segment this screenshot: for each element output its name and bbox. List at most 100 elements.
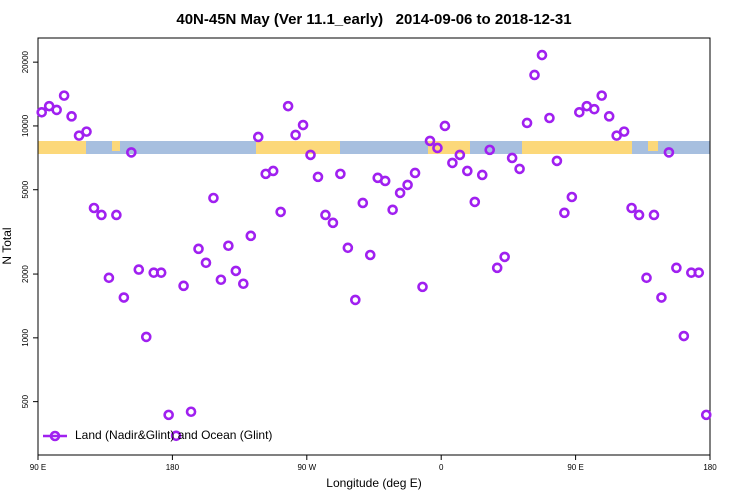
point bbox=[678, 330, 690, 342]
point bbox=[335, 168, 346, 180]
point bbox=[447, 157, 458, 169]
point bbox=[641, 272, 652, 284]
point bbox=[618, 126, 630, 137]
point bbox=[648, 209, 660, 221]
point bbox=[208, 192, 219, 204]
point bbox=[282, 100, 294, 112]
point bbox=[193, 243, 204, 255]
point bbox=[350, 294, 361, 306]
point bbox=[111, 209, 122, 221]
point bbox=[103, 272, 115, 284]
point bbox=[230, 265, 242, 277]
point bbox=[529, 69, 540, 81]
point bbox=[200, 257, 212, 269]
point bbox=[439, 120, 451, 132]
x-tick-label: 90 E bbox=[30, 463, 46, 472]
point bbox=[275, 206, 286, 218]
y-tick-label: 10000 bbox=[21, 114, 30, 137]
x-axis-label: Longitude (deg E) bbox=[326, 476, 421, 490]
point bbox=[476, 169, 488, 181]
point bbox=[626, 202, 637, 214]
point bbox=[499, 251, 510, 263]
x-tick-label: 90 E bbox=[567, 463, 583, 472]
point bbox=[417, 281, 428, 293]
chart-title: 40N-45N May (Ver 11.1_early) 2014-09-06 … bbox=[176, 11, 571, 28]
point bbox=[364, 249, 376, 261]
surface-band bbox=[38, 141, 710, 154]
point bbox=[297, 119, 309, 131]
point bbox=[155, 267, 167, 278]
legend-marker bbox=[49, 430, 61, 442]
point bbox=[51, 104, 62, 116]
x-tick-label: 0 bbox=[439, 463, 444, 472]
point bbox=[88, 202, 100, 214]
point bbox=[536, 49, 548, 61]
point bbox=[133, 264, 145, 275]
point bbox=[81, 126, 92, 137]
x-tick-label: 180 bbox=[166, 463, 180, 472]
point bbox=[402, 179, 413, 191]
point bbox=[252, 131, 264, 143]
plot-frame bbox=[37, 37, 711, 456]
point bbox=[342, 242, 354, 254]
point bbox=[290, 129, 301, 141]
point bbox=[633, 209, 645, 221]
point bbox=[58, 90, 70, 101]
point bbox=[185, 406, 197, 418]
point bbox=[574, 106, 585, 118]
point bbox=[178, 280, 189, 292]
point bbox=[223, 240, 234, 252]
point bbox=[66, 111, 77, 122]
point bbox=[469, 196, 481, 208]
point bbox=[603, 111, 615, 122]
point bbox=[140, 331, 152, 343]
point bbox=[671, 262, 682, 274]
y-axis-label: N Total bbox=[0, 227, 14, 264]
point bbox=[432, 142, 443, 154]
point bbox=[126, 147, 137, 158]
point bbox=[566, 191, 578, 203]
point bbox=[663, 147, 675, 158]
y-tick-label: 5000 bbox=[21, 180, 30, 198]
y-tick-label: 20000 bbox=[21, 50, 30, 73]
point bbox=[424, 135, 436, 147]
point bbox=[245, 230, 257, 242]
point bbox=[215, 274, 227, 286]
point bbox=[320, 209, 331, 221]
y-tick-label: 2000 bbox=[21, 265, 30, 283]
point bbox=[36, 106, 48, 118]
point bbox=[588, 103, 600, 115]
x-tick-label: 180 bbox=[703, 463, 717, 472]
point bbox=[693, 267, 705, 278]
point bbox=[484, 144, 496, 156]
point bbox=[387, 204, 398, 216]
y-tick-label: 1000 bbox=[21, 328, 30, 346]
x-tick-label: 90 W bbox=[297, 463, 316, 472]
point bbox=[394, 187, 406, 199]
point bbox=[170, 430, 182, 442]
point bbox=[514, 163, 525, 175]
point bbox=[544, 112, 555, 124]
point bbox=[521, 117, 533, 129]
point bbox=[118, 292, 130, 303]
point bbox=[656, 292, 667, 303]
point bbox=[312, 171, 324, 183]
point bbox=[596, 90, 608, 101]
point bbox=[267, 165, 279, 177]
point bbox=[327, 217, 339, 229]
point bbox=[238, 278, 249, 290]
y-tick-label: 500 bbox=[21, 394, 30, 408]
point bbox=[379, 175, 391, 187]
point bbox=[409, 167, 421, 179]
point bbox=[506, 152, 518, 164]
point bbox=[551, 155, 563, 167]
point bbox=[163, 409, 174, 421]
point bbox=[491, 262, 503, 274]
point bbox=[357, 197, 369, 209]
point bbox=[700, 409, 712, 421]
point bbox=[454, 149, 466, 161]
point bbox=[559, 207, 570, 219]
legend-label: Land (Nadir&Glint) and Ocean (Glint) bbox=[75, 428, 272, 442]
point bbox=[305, 149, 316, 161]
